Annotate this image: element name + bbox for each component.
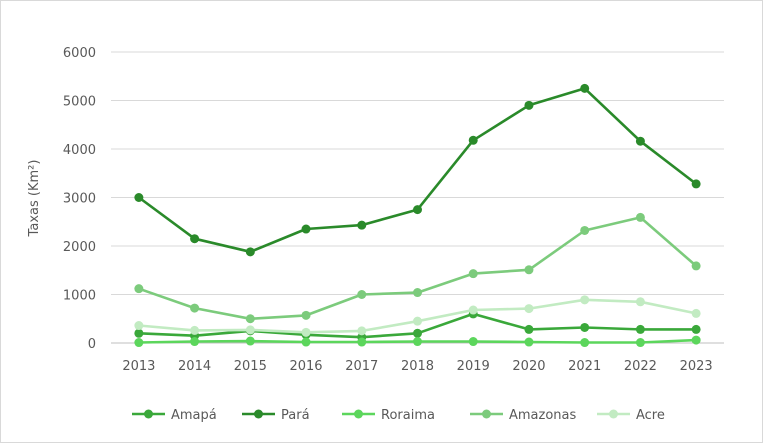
x-tick-label-2014: 2014 [178,359,211,374]
data-point-amazonas-2020 [524,265,534,275]
x-tick-label-2022: 2022 [624,359,657,374]
data-point-amapa-2021 [580,322,590,332]
y-tick-label-4000: 4000 [63,143,96,158]
data-point-para-2020 [524,100,534,110]
series-roraima [134,335,701,348]
data-point-para-2023 [691,179,701,189]
data-point-amazonas-2019 [468,269,478,279]
series-line-para [138,87,697,254]
y-tick-label-2000: 2000 [63,240,96,255]
data-point-roraima-2018 [413,337,422,347]
data-point-acre-2019 [468,305,478,315]
legend-label-roraima: Roraima [381,408,435,423]
data-point-roraima-2014 [190,337,200,347]
legend-label-para: Pará [281,408,310,423]
legend-label-amazonas: Amazonas [509,408,577,423]
legend-item-roraima: Roraima [342,408,435,423]
legend-swatch-marker-para [254,409,263,419]
legend-swatch-marker-amapa [144,409,153,419]
data-point-amapa-2023 [691,324,701,334]
data-point-acre-2021 [580,295,590,305]
data-point-acre-2014 [190,325,200,335]
data-point-roraima-2022 [635,338,645,348]
data-point-roraima-2023 [691,335,701,345]
data-point-para-2016 [301,224,311,234]
y-tick-label-1000: 1000 [63,289,96,304]
data-point-acre-2023 [691,308,701,318]
series-line-amazonas [138,216,697,321]
legend-swatch-marker-amazonas [482,409,491,419]
data-point-acre-2013 [134,321,144,331]
y-tick-label-3000: 3000 [63,192,96,207]
data-point-acre-2015 [245,325,255,335]
data-point-amazonas-2017 [357,290,367,299]
x-tick-label-2019: 2019 [457,359,490,374]
data-point-para-2018 [413,205,422,215]
series-para [134,83,701,257]
grid-lines [111,51,724,295]
x-tick-label-2013: 2013 [122,359,155,374]
x-tick-label-2016: 2016 [289,359,322,374]
y-tick-label-0: 0 [88,337,96,352]
legend-swatch-marker-roraima [354,409,363,419]
data-point-para-2019 [468,135,478,145]
x-tick-label-2021: 2021 [568,359,601,374]
data-point-amapa-2020 [524,324,534,334]
data-point-amapa-2022 [635,324,645,334]
series-lines [134,83,701,348]
data-point-acre-2016 [301,327,311,337]
data-point-para-2014 [190,234,200,244]
data-point-para-2022 [635,136,645,146]
y-tick-label-5000: 5000 [63,95,96,110]
legend-label-acre: Acre [636,408,665,423]
data-point-amazonas-2023 [691,261,701,271]
x-tick-label-2023: 2023 [680,359,713,374]
series-amazonas [134,212,701,324]
data-point-para-2013 [134,193,144,202]
x-tick-label-2017: 2017 [345,359,378,374]
legend-label-amapa: Amapá [171,408,217,423]
axes: 0 1000 2000 3000 4000 5000 6000 2013 2014 2015 201… [63,46,724,374]
y-tick-label-6000: 6000 [63,46,96,61]
data-point-acre-2022 [635,297,645,307]
data-point-amapa-2013 [134,328,144,338]
data-point-amazonas-2014 [190,303,200,313]
data-point-amazonas-2016 [301,310,311,320]
data-point-para-2015 [245,247,255,257]
legend-item-amazonas: Amazonas [470,408,577,423]
data-point-para-2021 [580,83,590,93]
data-point-amazonas-2013 [134,284,144,294]
data-point-amazonas-2022 [635,212,645,222]
data-point-amazonas-2015 [245,314,255,324]
y-axis-title: Taxas (Km²) [27,160,42,238]
data-point-acre-2018 [413,316,422,326]
data-point-roraima-2013 [134,338,144,348]
data-point-para-2017 [357,220,367,230]
x-tick-label-2015: 2015 [234,359,267,374]
data-point-roraima-2015 [245,336,255,346]
data-point-acre-2020 [524,304,534,314]
data-point-roraima-2017 [357,337,367,347]
legend-item-amapa: Amapá [132,408,217,423]
series-acre [134,295,701,337]
data-point-roraima-2020 [524,337,534,347]
legend-item-acre: Acre [597,408,665,423]
legend-swatch-marker-acre [609,409,618,419]
x-tick-label-2020: 2020 [512,359,545,374]
data-point-amazonas-2018 [413,288,422,298]
data-point-roraima-2016 [301,337,311,347]
legend: Amapá Pará Roraima Amazonas Acre [132,408,665,423]
data-point-roraima-2019 [468,337,478,347]
x-tick-label-2018: 2018 [401,359,434,374]
data-point-roraima-2021 [580,338,590,348]
legend-item-para: Pará [242,408,310,423]
data-point-amazonas-2021 [580,225,590,235]
data-point-acre-2017 [357,326,367,336]
data-point-amapa-2018 [413,328,422,338]
